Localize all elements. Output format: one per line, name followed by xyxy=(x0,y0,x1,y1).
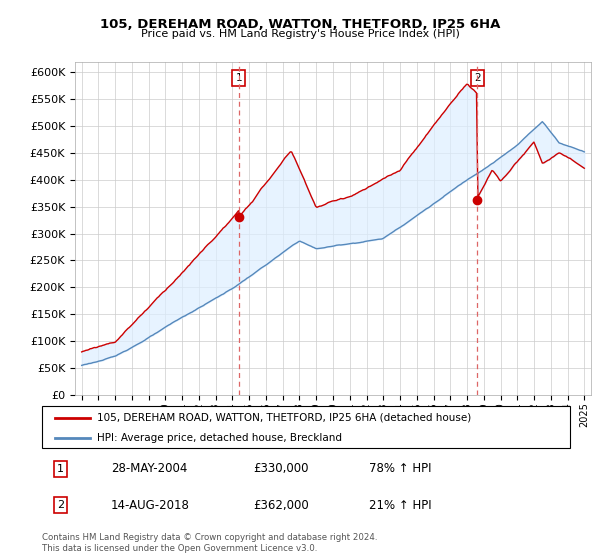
Text: 1: 1 xyxy=(57,464,64,474)
Text: 1: 1 xyxy=(236,73,242,83)
Text: 14-AUG-2018: 14-AUG-2018 xyxy=(110,498,190,511)
Text: £330,000: £330,000 xyxy=(253,462,309,475)
FancyBboxPatch shape xyxy=(42,406,570,448)
Text: Price paid vs. HM Land Registry's House Price Index (HPI): Price paid vs. HM Land Registry's House … xyxy=(140,29,460,39)
Text: £362,000: £362,000 xyxy=(253,498,309,511)
Text: 78% ↑ HPI: 78% ↑ HPI xyxy=(370,462,432,475)
Text: 21% ↑ HPI: 21% ↑ HPI xyxy=(370,498,432,511)
Text: 28-MAY-2004: 28-MAY-2004 xyxy=(110,462,187,475)
Text: 2: 2 xyxy=(474,73,481,83)
Text: 105, DEREHAM ROAD, WATTON, THETFORD, IP25 6HA (detached house): 105, DEREHAM ROAD, WATTON, THETFORD, IP2… xyxy=(97,413,472,423)
Text: HPI: Average price, detached house, Breckland: HPI: Average price, detached house, Brec… xyxy=(97,433,343,443)
Text: 105, DEREHAM ROAD, WATTON, THETFORD, IP25 6HA: 105, DEREHAM ROAD, WATTON, THETFORD, IP2… xyxy=(100,18,500,31)
Text: 2: 2 xyxy=(57,500,64,510)
Text: Contains HM Land Registry data © Crown copyright and database right 2024.
This d: Contains HM Land Registry data © Crown c… xyxy=(42,533,377,553)
